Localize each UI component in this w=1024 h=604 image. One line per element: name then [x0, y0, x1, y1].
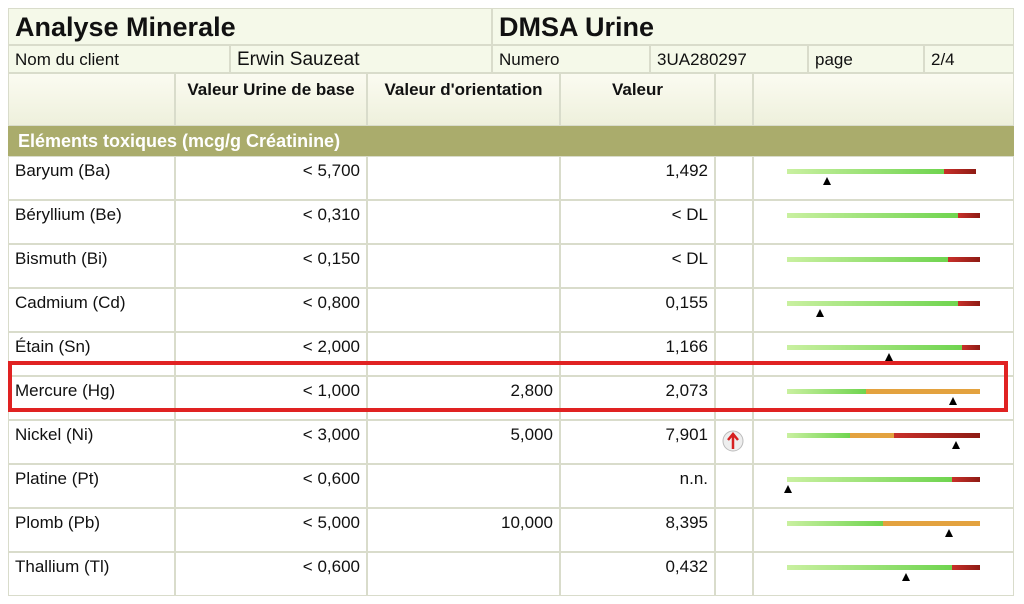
orientation-value [367, 200, 560, 244]
indicator-cell [753, 288, 1014, 332]
base-value: < 0,310 [175, 200, 367, 244]
orientation-value [367, 464, 560, 508]
element-name: Étain (Sn) [8, 332, 175, 376]
orientation-value: 5,000 [367, 420, 560, 464]
orientation-value [367, 332, 560, 376]
header-cell [8, 73, 175, 126]
client-number-label: Numero [492, 45, 650, 73]
icon-cell [715, 156, 753, 200]
indicator-cell [753, 156, 1014, 200]
orientation-value: 2,800 [367, 376, 560, 420]
client-page-label: page [808, 45, 924, 73]
icon-cell [715, 332, 753, 376]
element-name: Plomb (Pb) [8, 508, 175, 552]
measured-value: 7,901 [560, 420, 715, 464]
base-value: < 2,000 [175, 332, 367, 376]
orientation-value [367, 288, 560, 332]
element-name: Baryum (Ba) [8, 156, 175, 200]
orientation-value [367, 244, 560, 288]
test-name: DMSA Urine [492, 8, 1014, 45]
column-header: Valeur d'orientation [367, 73, 560, 126]
column-header: Valeur Urine de base [175, 73, 367, 126]
report-title: Analyse Minerale [8, 8, 492, 45]
base-value: < 5,000 [175, 508, 367, 552]
measured-value: n.n. [560, 464, 715, 508]
indicator-cell [753, 200, 1014, 244]
indicator-cell [753, 420, 1014, 464]
icon-cell [715, 552, 753, 596]
indicator-cell [753, 464, 1014, 508]
measured-value: 0,155 [560, 288, 715, 332]
base-value: < 5,700 [175, 156, 367, 200]
element-name: Béryllium (Be) [8, 200, 175, 244]
icon-cell [715, 288, 753, 332]
indicator-cell [753, 376, 1014, 420]
element-name: Bismuth (Bi) [8, 244, 175, 288]
indicator-cell [753, 332, 1014, 376]
icon-cell [715, 244, 753, 288]
measured-value: 1,166 [560, 332, 715, 376]
element-name: Cadmium (Cd) [8, 288, 175, 332]
orientation-value: 10,000 [367, 508, 560, 552]
measured-value: 8,395 [560, 508, 715, 552]
base-value: < 0,600 [175, 464, 367, 508]
element-name: Nickel (Ni) [8, 420, 175, 464]
base-value: < 3,000 [175, 420, 367, 464]
client-number: 3UA280297 [650, 45, 808, 73]
client-name-label: Nom du client [8, 45, 230, 73]
element-name: Platine (Pt) [8, 464, 175, 508]
measured-value: 2,073 [560, 376, 715, 420]
icon-cell [715, 420, 753, 464]
base-value: < 0,800 [175, 288, 367, 332]
client-name: Erwin Sauzeat [230, 45, 492, 73]
section-header: Eléments toxiques (mcg/g Créatinine) [8, 126, 1014, 156]
indicator-cell [753, 244, 1014, 288]
icon-cell [715, 508, 753, 552]
client-page: 2/4 [924, 45, 1014, 73]
base-value: < 0,150 [175, 244, 367, 288]
measured-value: 0,432 [560, 552, 715, 596]
icon-cell [715, 200, 753, 244]
indicator-cell [753, 552, 1014, 596]
header-cell [715, 73, 753, 126]
element-name: Mercure (Hg) [8, 376, 175, 420]
orientation-value [367, 552, 560, 596]
element-name: Thallium (Tl) [8, 552, 175, 596]
measured-value: 1,492 [560, 156, 715, 200]
header-cell [753, 73, 1014, 126]
indicator-cell [753, 508, 1014, 552]
measured-value: < DL [560, 244, 715, 288]
icon-cell [715, 464, 753, 508]
icon-cell [715, 376, 753, 420]
orientation-value [367, 156, 560, 200]
column-header: Valeur [560, 73, 715, 126]
base-value: < 1,000 [175, 376, 367, 420]
base-value: < 0,600 [175, 552, 367, 596]
measured-value: < DL [560, 200, 715, 244]
